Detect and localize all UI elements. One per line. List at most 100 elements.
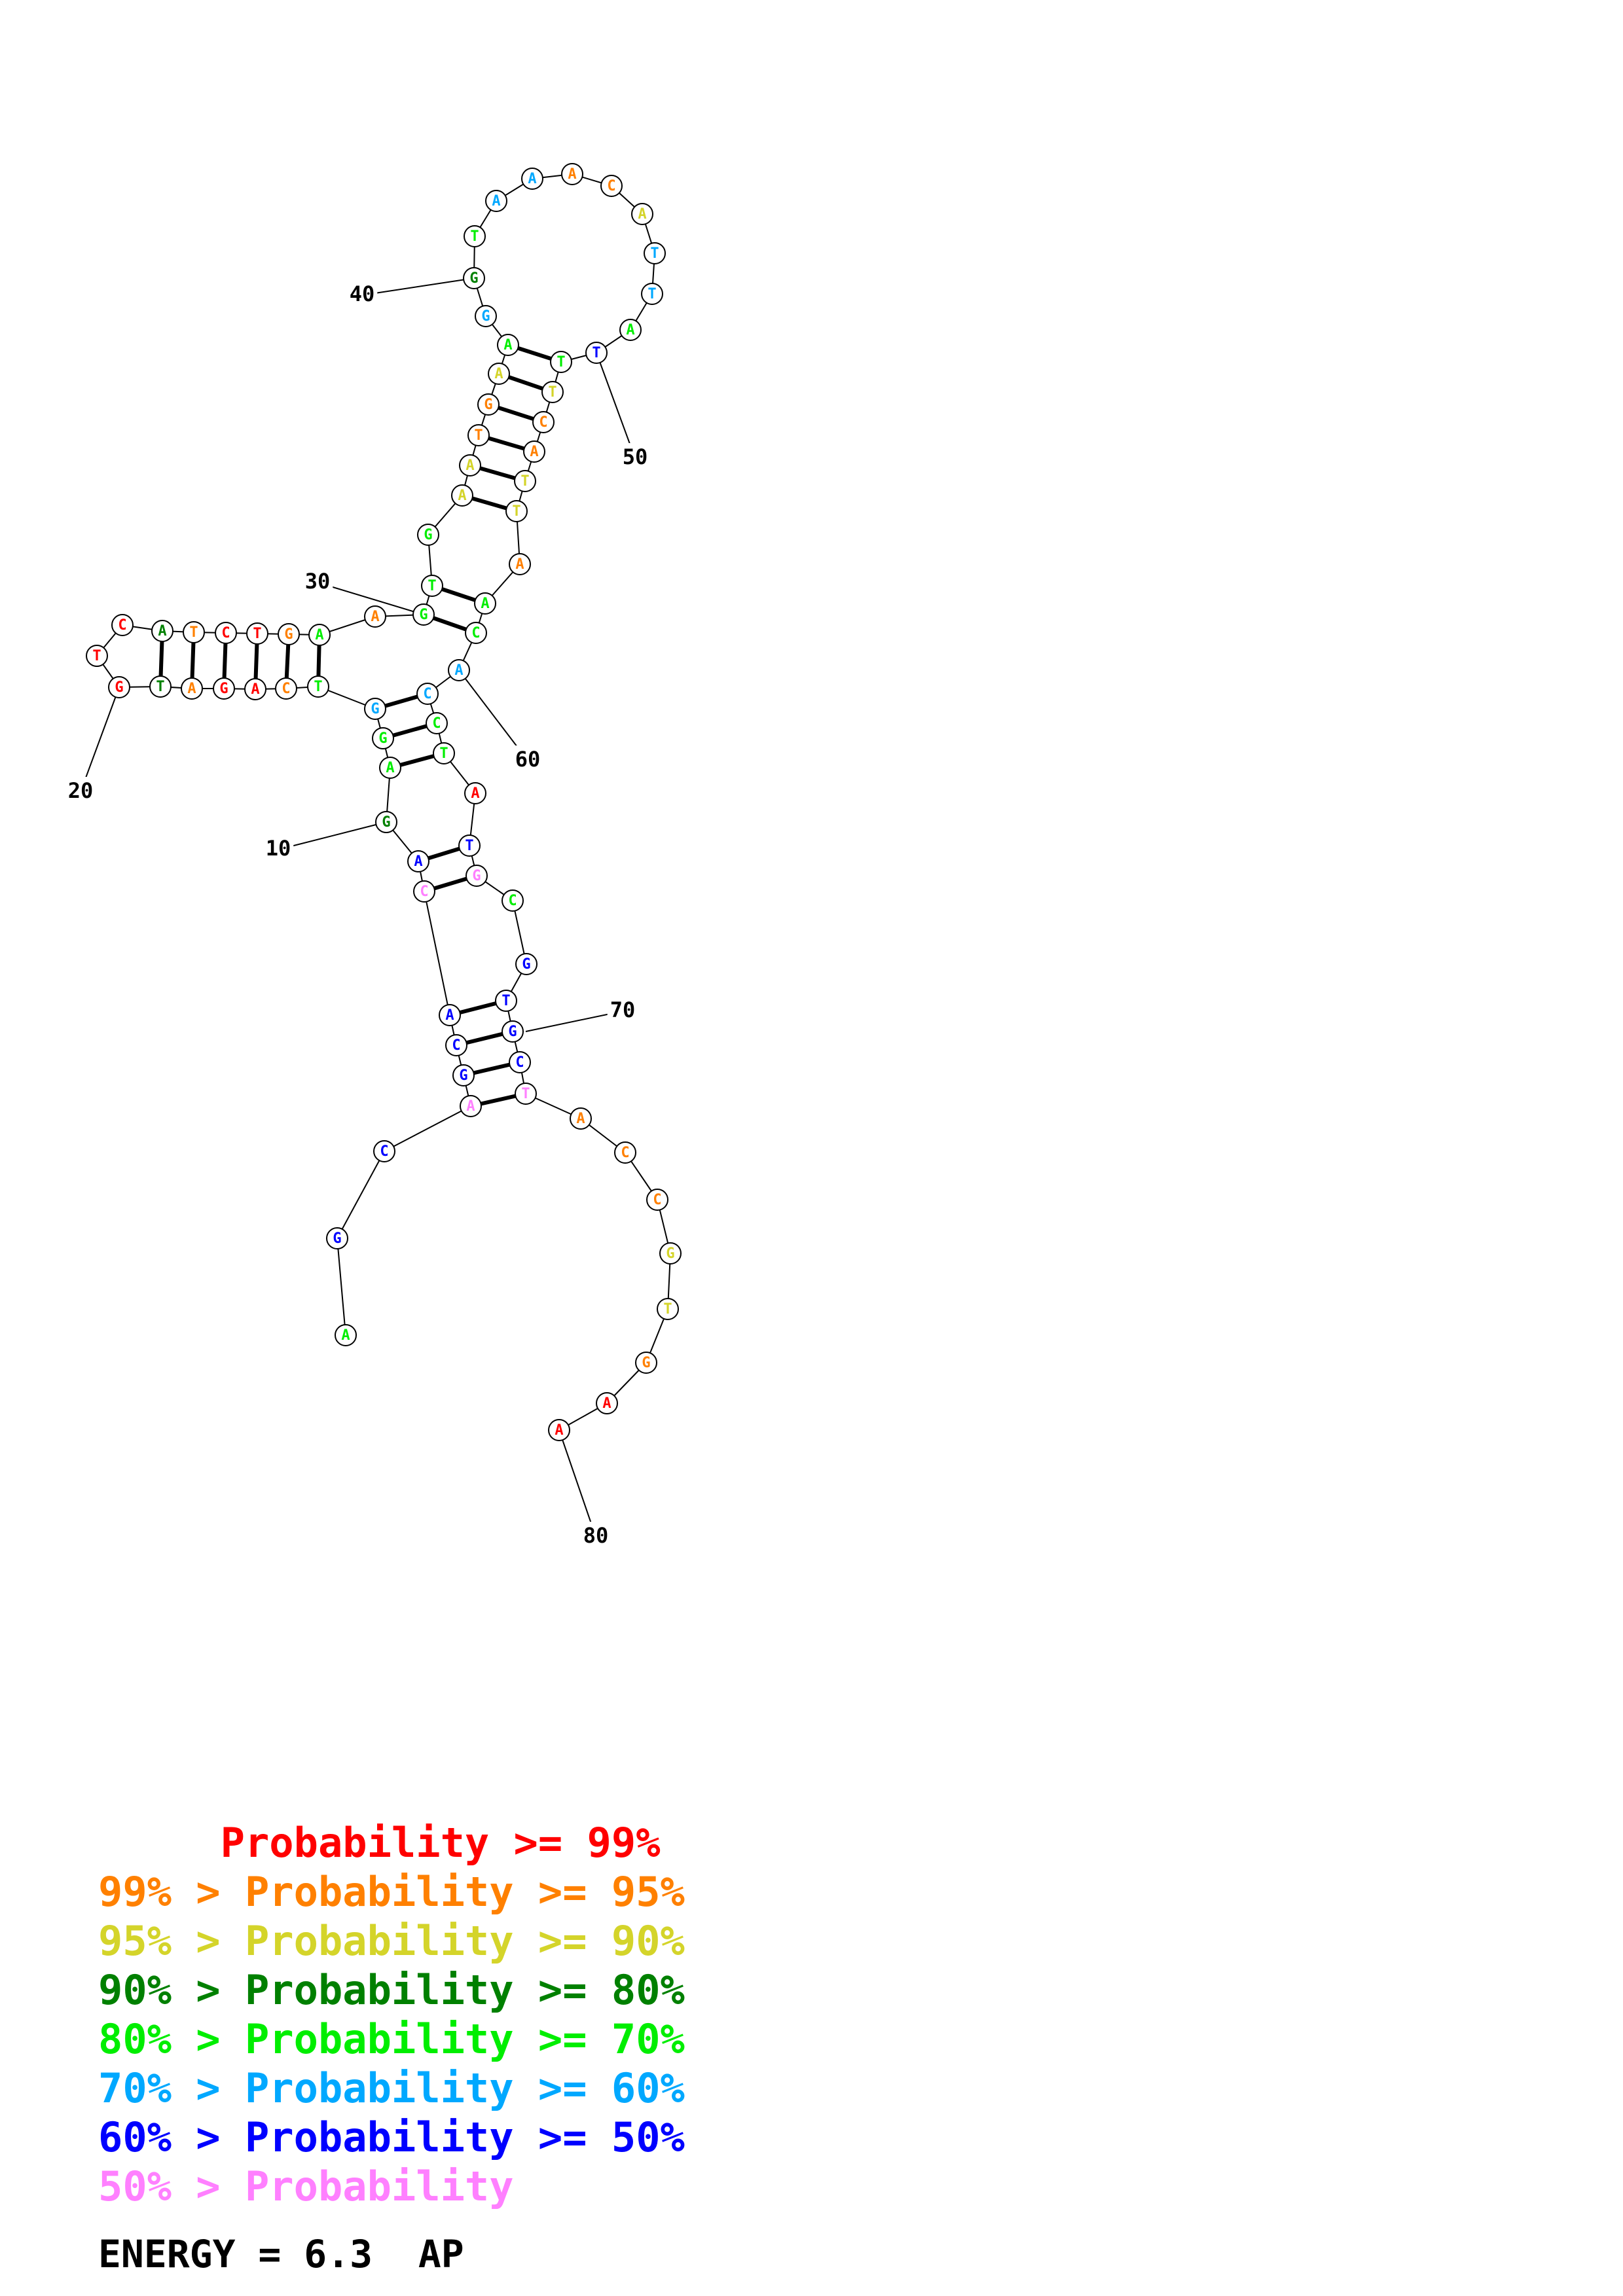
nucleotide-letter: A <box>555 1422 563 1439</box>
tick-label-background <box>607 996 638 1024</box>
nucleotide-letter: A <box>530 444 538 460</box>
nucleotide-letter: A <box>492 193 500 209</box>
position-tick-label: 30 <box>305 569 331 594</box>
nucleotide: C <box>445 1034 467 1056</box>
nucleotide-letter: A <box>458 488 466 504</box>
nucleotide-circle <box>596 1392 618 1414</box>
nucleotide: A <box>407 850 429 872</box>
nucleotide-circle <box>213 677 235 700</box>
position-tick-line <box>558 1429 596 1537</box>
nucleotide-letter: T <box>592 345 600 361</box>
nucleotide-letter: T <box>548 384 556 401</box>
nucleotide: C <box>215 622 237 644</box>
nucleotide-letter: T <box>439 745 448 762</box>
nucleotide-letter: C <box>508 893 517 909</box>
nucleotide-letter: T <box>647 286 656 302</box>
nucleotide: C <box>111 614 134 636</box>
nucleotide: G <box>326 1227 348 1249</box>
position-tick-label: 10 <box>266 836 291 861</box>
nucleotide-circle <box>111 614 134 636</box>
nucleotide-letter: T <box>650 245 659 262</box>
nucleotide-circle <box>183 621 205 643</box>
nucleotide: C <box>509 1051 531 1073</box>
nucleotide-letter: G <box>642 1355 650 1371</box>
legend-entry: 80% > Probability >= 70% <box>98 2015 685 2063</box>
nucleotide-circle <box>464 225 486 247</box>
nucleotide-letter: A <box>481 596 489 612</box>
nucleotide: A <box>308 624 331 646</box>
nucleotide: A <box>488 363 510 385</box>
nucleotide-circle <box>635 1352 657 1374</box>
nucleotide-circle <box>509 1051 531 1073</box>
legend-entry: Probability >= 99% <box>98 1819 661 1867</box>
nucleotide-letter: C <box>118 617 126 634</box>
probability-legend: Probability >= 99% 99% > Probability >= 9… <box>98 1818 685 2211</box>
nucleotide-circle <box>515 953 538 975</box>
nucleotide: A <box>521 168 543 190</box>
nucleotide-circle <box>561 163 583 185</box>
nucleotide: T <box>246 622 268 645</box>
nucleotide-letter: A <box>414 853 422 870</box>
nucleotide-circle <box>514 470 536 492</box>
nucleotide: A <box>561 163 583 185</box>
nucleotide: T <box>585 342 608 364</box>
legend-entry: 50% > Probability <box>98 2162 514 2210</box>
nucleotide-letter: T <box>470 228 479 245</box>
nucleotide-circle <box>426 712 448 734</box>
nucleotide: C <box>416 683 439 705</box>
nucleotide-circle <box>585 342 608 364</box>
nucleotide: G <box>364 698 386 720</box>
nucleotide-letter: T <box>556 354 565 370</box>
nucleotide-circle <box>335 1324 357 1346</box>
nucleotide-circle <box>464 782 486 804</box>
nucleotide: G <box>465 865 488 887</box>
nucleotide-letter: A <box>515 556 524 573</box>
nucleotide-circle <box>477 393 500 416</box>
nucleotide: G <box>635 1352 657 1374</box>
nucleotide-letter: T <box>92 648 101 664</box>
nucleotide: G <box>213 677 235 700</box>
nucleotide: A <box>364 605 386 628</box>
nucleotide-letter: A <box>251 681 259 698</box>
nucleotide: G <box>108 676 130 698</box>
nucleotide-circle <box>364 605 386 628</box>
nucleotide: C <box>646 1189 668 1211</box>
nucleotide-circle <box>488 363 510 385</box>
legend-entry: 90% > Probability >= 80% <box>98 1966 685 2014</box>
nucleotide-letter: C <box>420 884 428 900</box>
nucleotide: A <box>631 203 653 225</box>
backbone-link <box>384 1105 471 1152</box>
nucleotide: T <box>505 500 528 522</box>
nucleotide: T <box>541 381 564 403</box>
nucleotide-letter: A <box>386 760 394 776</box>
nucleotide: A <box>335 1324 357 1346</box>
nucleotide: T <box>644 242 666 264</box>
nucleotide: C <box>465 622 487 644</box>
nucleotide-letter: G <box>522 956 530 973</box>
nucleotide: G <box>659 1242 682 1265</box>
nucleotide-letter: C <box>621 1145 629 1161</box>
legend-entry: 99% > Probability >= 95% <box>98 1868 685 1916</box>
nucleotide-circle <box>619 319 642 341</box>
nucleotide-letter: A <box>576 1111 585 1127</box>
nucleotide: G <box>477 393 500 416</box>
nucleotide-circle <box>439 1004 461 1026</box>
nucleotide-circle <box>108 676 130 698</box>
nucleotide: A <box>619 319 642 341</box>
nucleotide-letter: G <box>419 607 428 623</box>
position-tick-label: 50 <box>623 444 648 469</box>
nucleotide: T <box>550 351 572 373</box>
nucleotide-circle <box>600 175 623 197</box>
nucleotide-circle <box>278 623 300 645</box>
tick-label-background <box>65 777 96 804</box>
tick-label-background <box>619 443 651 471</box>
nucleotide-circle <box>452 1064 475 1086</box>
nucleotide-letter: T <box>474 427 483 444</box>
nucleotide-circle <box>308 624 331 646</box>
nucleotide-letter: G <box>666 1246 674 1262</box>
nucleotide-circle <box>246 622 268 645</box>
nucleotide-circle <box>215 622 237 644</box>
nucleotide: A <box>548 1419 570 1441</box>
nucleotide-circle <box>657 1298 679 1320</box>
nucleotide-letter: A <box>315 627 323 643</box>
